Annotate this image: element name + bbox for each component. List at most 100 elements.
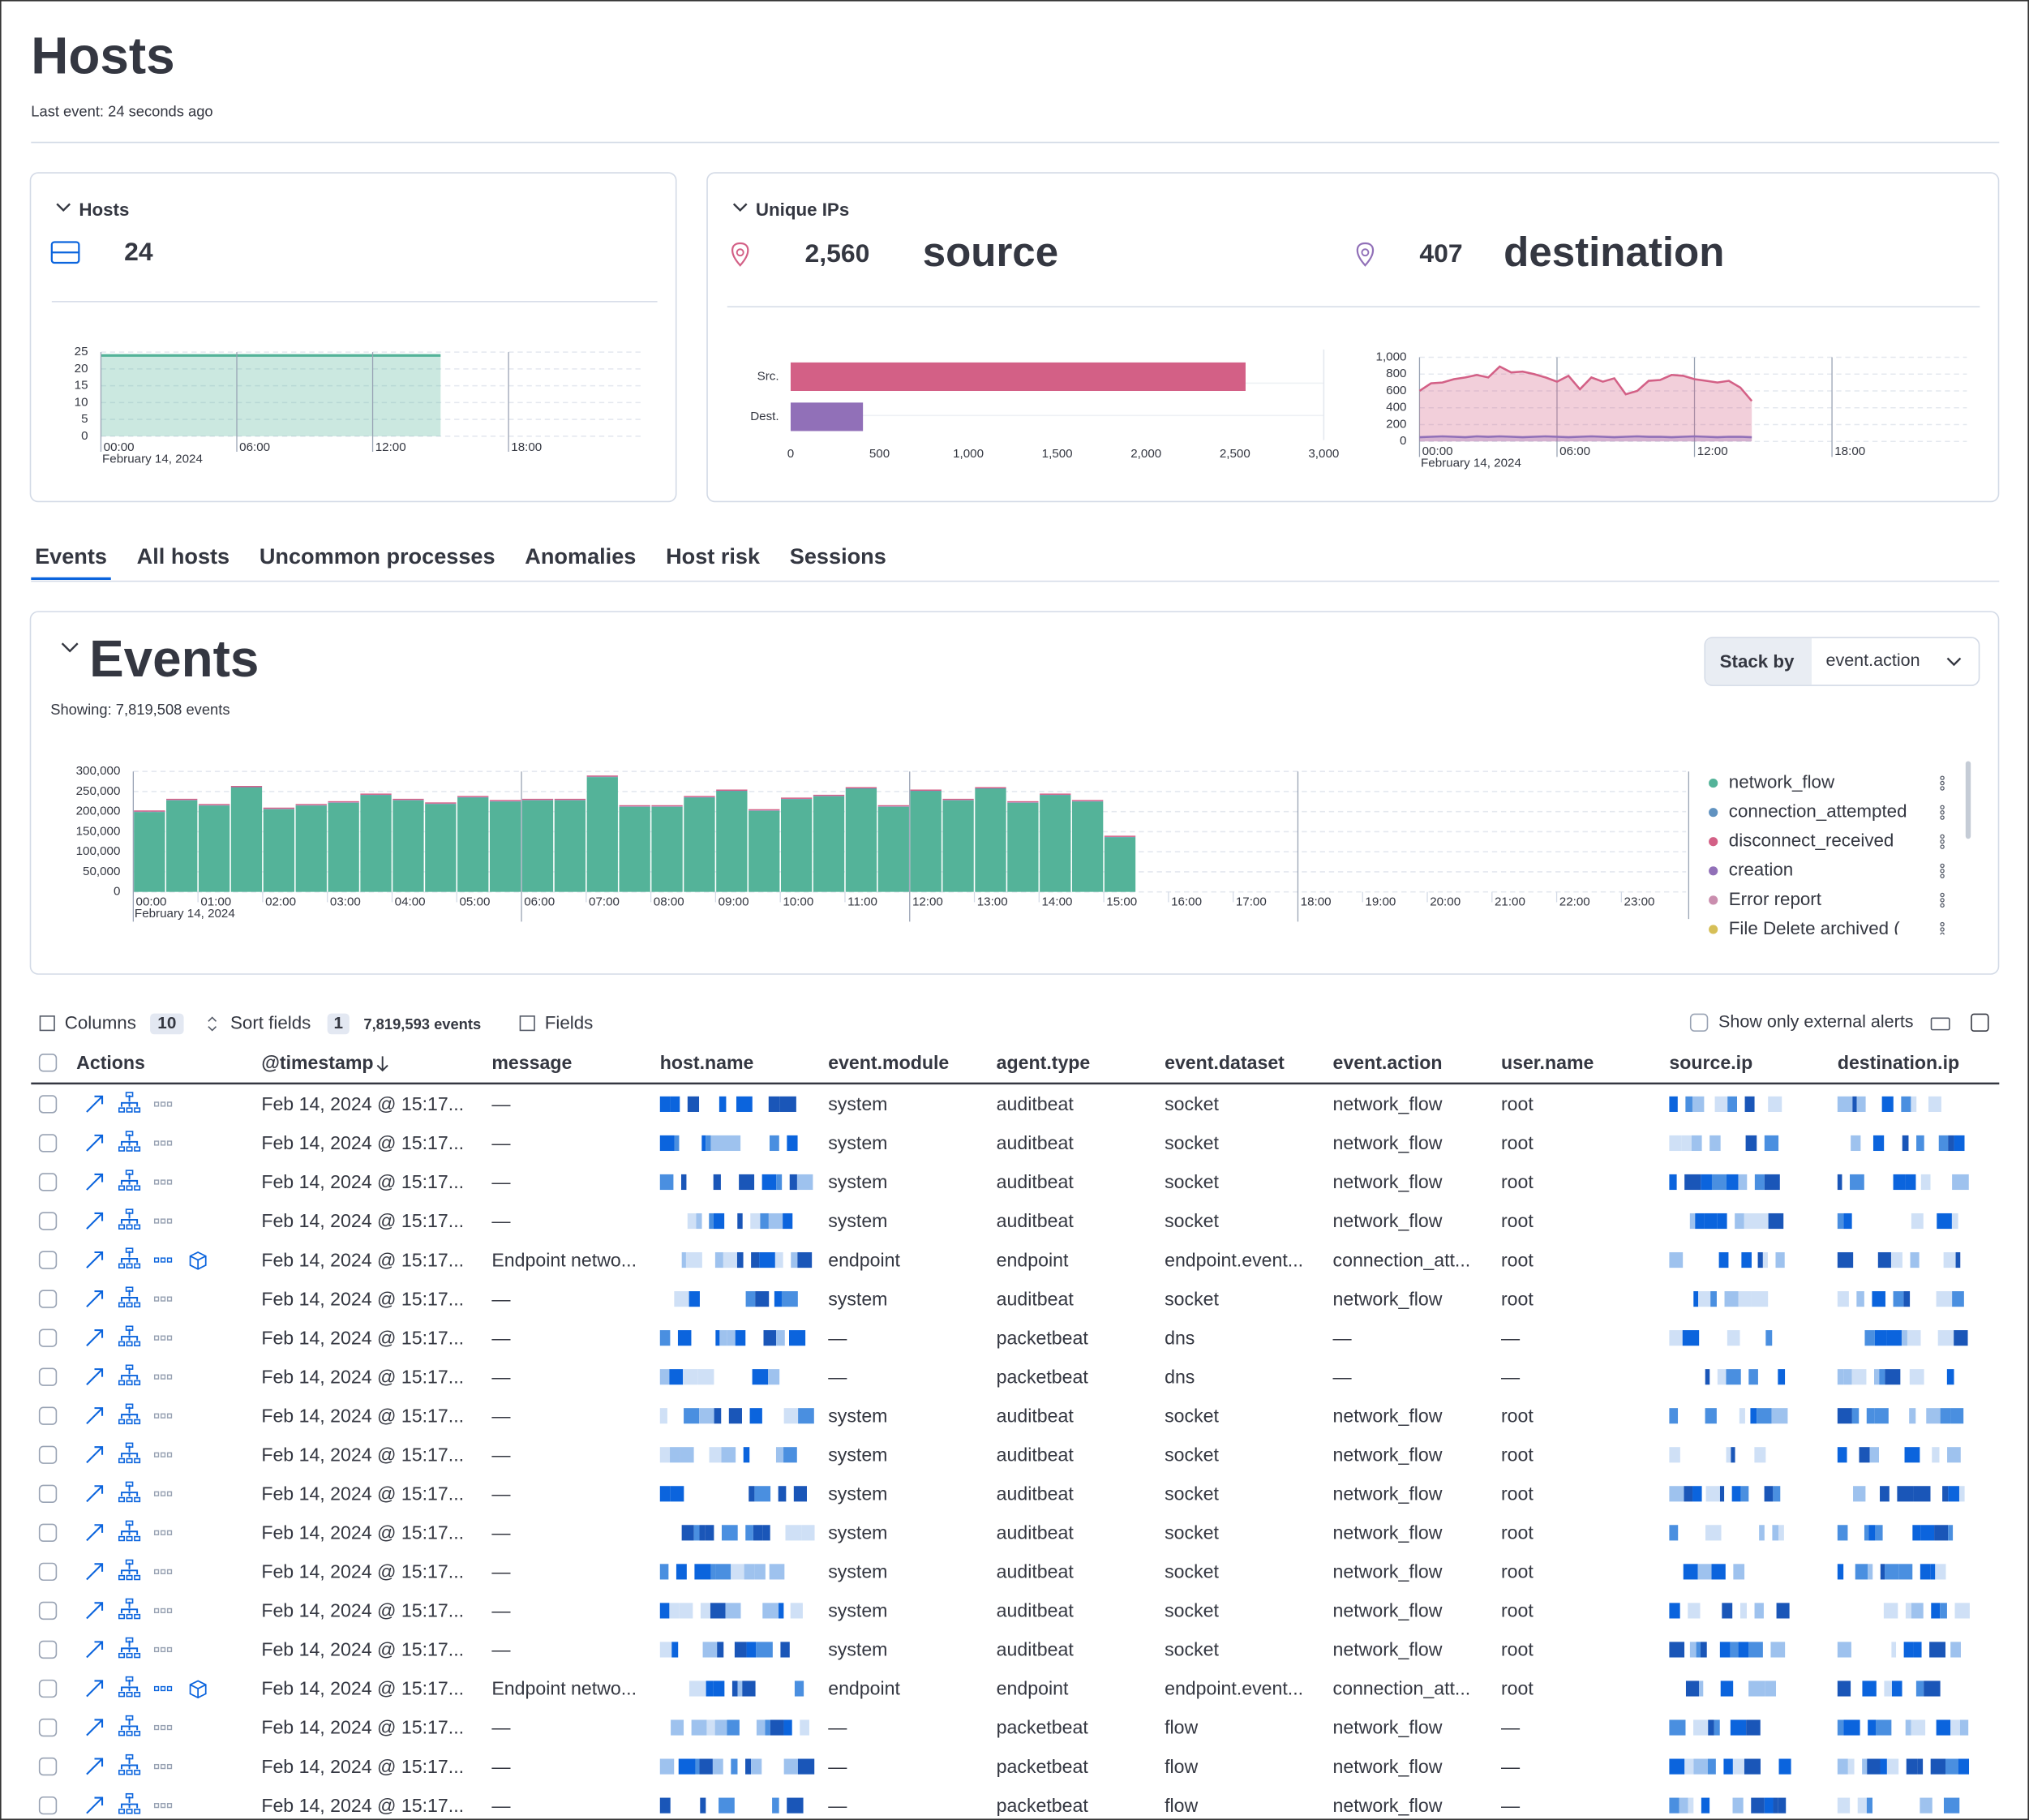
redacted-block xyxy=(745,1759,751,1775)
redacted-block xyxy=(1838,1174,1842,1190)
cell[interactable]: — xyxy=(1501,1366,1521,1387)
tab[interactable]: Events xyxy=(35,543,107,569)
checkbox[interactable] xyxy=(40,1485,57,1502)
tab[interactable]: Host risk xyxy=(666,543,761,569)
redacted-block xyxy=(1843,1213,1851,1229)
redacted-block xyxy=(1750,1408,1757,1423)
checkbox[interactable] xyxy=(40,1213,57,1230)
cell[interactable]: root xyxy=(1501,1678,1534,1699)
checkbox[interactable] xyxy=(40,1524,57,1541)
checkbox[interactable] xyxy=(40,1368,57,1385)
cell[interactable]: root xyxy=(1501,1093,1534,1114)
bar-segment xyxy=(813,796,844,892)
cell[interactable]: — xyxy=(1501,1717,1521,1738)
cell[interactable]: root xyxy=(1501,1444,1534,1465)
column-header[interactable]: source.ip xyxy=(1669,1052,1752,1073)
cell[interactable]: root xyxy=(1501,1171,1534,1192)
redacted-block xyxy=(1838,1759,1848,1775)
redacted-block xyxy=(1853,1486,1865,1501)
cell[interactable]: — xyxy=(1501,1327,1521,1348)
redacted-block xyxy=(783,1447,797,1462)
checkbox[interactable] xyxy=(40,1054,57,1071)
cell: auditbeat xyxy=(997,1210,1075,1231)
checkbox[interactable] xyxy=(40,1758,57,1775)
cell[interactable]: root xyxy=(1501,1132,1534,1153)
checkbox[interactable] xyxy=(40,1290,57,1307)
columns-button[interactable]: Columns xyxy=(65,1012,136,1032)
checkbox[interactable] xyxy=(40,1564,57,1581)
cell[interactable]: — xyxy=(1501,1756,1521,1777)
legend-label[interactable]: connection_attempted xyxy=(1729,801,1907,822)
column-header[interactable]: Actions xyxy=(76,1052,145,1073)
cell: network_flow xyxy=(1333,1639,1443,1660)
bar-segment xyxy=(1072,801,1103,891)
checkbox[interactable] xyxy=(40,1329,57,1346)
redacted-block xyxy=(772,1798,779,1814)
y-category-label: Src. xyxy=(757,369,779,383)
tab[interactable]: Anomalies xyxy=(525,543,636,569)
legend-label[interactable]: network_flow xyxy=(1729,771,1835,792)
redacted-block xyxy=(1765,1680,1776,1696)
checkbox[interactable] xyxy=(40,1174,57,1191)
checkbox[interactable] xyxy=(40,1719,57,1736)
column-header[interactable]: host.name xyxy=(660,1052,754,1073)
cell[interactable]: root xyxy=(1501,1405,1534,1426)
redacted-block xyxy=(1719,1252,1729,1268)
checkbox[interactable] xyxy=(40,1407,57,1424)
legend-label[interactable]: disconnect_received xyxy=(1729,831,1894,851)
redacted-block xyxy=(660,1798,671,1814)
redacted-block xyxy=(1952,1213,1958,1229)
column-header[interactable]: event.module xyxy=(828,1052,949,1073)
columns-count: 10 xyxy=(157,1014,176,1032)
cell[interactable]: root xyxy=(1501,1522,1534,1543)
redacted-block xyxy=(1945,1759,1958,1775)
redacted-block xyxy=(729,1408,742,1423)
redacted-block xyxy=(791,1603,803,1618)
cell[interactable]: root xyxy=(1501,1483,1534,1505)
checkbox[interactable] xyxy=(40,1642,57,1659)
column-header[interactable]: user.name xyxy=(1501,1052,1594,1073)
redacted-block xyxy=(1693,1719,1708,1735)
column-header[interactable]: @timestamp xyxy=(261,1052,373,1073)
fields-button[interactable]: Fields xyxy=(545,1012,594,1032)
column-header[interactable]: agent.type xyxy=(997,1052,1091,1073)
sort-button[interactable]: Sort fields xyxy=(230,1012,311,1032)
cell[interactable]: root xyxy=(1501,1600,1534,1621)
redacted-block xyxy=(769,1213,783,1229)
redacted-block xyxy=(1838,1213,1844,1229)
cell: Feb 14, 2024 @ 15:17... xyxy=(261,1366,464,1387)
column-header[interactable]: event.action xyxy=(1333,1052,1443,1073)
legend-label[interactable]: Error report xyxy=(1729,889,1822,909)
redacted-block xyxy=(1838,1525,1848,1540)
cell[interactable]: root xyxy=(1501,1288,1534,1309)
column-header[interactable]: event.dataset xyxy=(1165,1052,1285,1073)
legend-swatch xyxy=(1709,808,1718,817)
cell[interactable]: root xyxy=(1501,1210,1534,1231)
checkbox[interactable] xyxy=(40,1603,57,1620)
stack-by-value[interactable]: event.action xyxy=(1825,650,1920,670)
column-header[interactable]: destination.ip xyxy=(1838,1052,1959,1073)
tab[interactable]: All hosts xyxy=(137,543,229,569)
checkbox[interactable] xyxy=(40,1135,57,1152)
column-header[interactable]: message xyxy=(491,1052,572,1073)
tab[interactable]: Sessions xyxy=(790,543,886,569)
checkbox[interactable] xyxy=(40,1446,57,1463)
redacted-block xyxy=(1751,1798,1765,1814)
checkbox[interactable] xyxy=(40,1680,57,1698)
cell[interactable]: root xyxy=(1501,1561,1534,1582)
tab[interactable]: Uncommon processes xyxy=(260,543,495,569)
cell[interactable]: — xyxy=(1501,1795,1521,1816)
cell: network_flow xyxy=(1333,1600,1443,1621)
checkbox[interactable] xyxy=(40,1251,57,1268)
events-panel xyxy=(30,612,1998,974)
checkbox[interactable] xyxy=(40,1797,57,1814)
legend-label[interactable]: creation xyxy=(1729,860,1793,880)
checkbox[interactable] xyxy=(1691,1014,1708,1031)
bar-segment xyxy=(1040,795,1070,891)
cell[interactable]: root xyxy=(1501,1639,1534,1660)
redacted-block xyxy=(694,1564,710,1579)
cell: Feb 14, 2024 @ 15:17... xyxy=(261,1561,464,1582)
redacted-block xyxy=(1843,1719,1860,1735)
checkbox[interactable] xyxy=(40,1096,57,1113)
cell[interactable]: root xyxy=(1501,1249,1534,1270)
